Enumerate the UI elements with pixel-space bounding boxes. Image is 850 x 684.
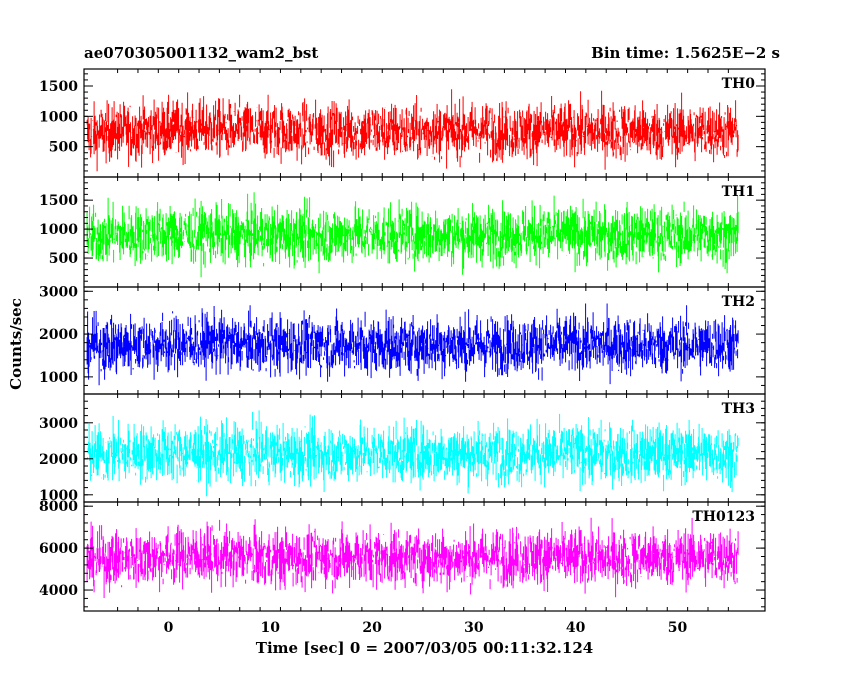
y-tick-label: 1500	[39, 193, 78, 209]
series-label-th1: TH1	[722, 184, 755, 200]
y-tick-label: 2000	[39, 452, 78, 468]
x-axis-label: Time [sec] 0 = 2007/03/05 00:11:32.124	[84, 639, 765, 657]
y-tick-label: 8000	[39, 499, 78, 515]
y-tick-label: 1000	[39, 222, 78, 238]
y-axis-label: Counts/sec	[7, 284, 25, 404]
x-tick-label: 50	[668, 620, 688, 636]
series-th0123-trace	[87, 518, 738, 598]
x-tick-label: 10	[261, 620, 281, 636]
y-tick-label: 500	[49, 140, 78, 156]
x-tick-label: 0	[164, 620, 174, 636]
series-th0-trace	[87, 89, 738, 171]
y-tick-label: 1000	[39, 109, 78, 125]
bin-time-label: Bin time: 1.5625E−2 s	[591, 44, 780, 62]
y-tick-label: 3000	[39, 284, 78, 300]
x-tick-label: 20	[362, 620, 382, 636]
series-label-th0: TH0	[722, 76, 756, 92]
y-tick-label: 1000	[39, 370, 78, 386]
x-tick-label: 40	[566, 620, 586, 636]
series-th1-trace	[87, 192, 738, 277]
series-label-th2: TH2	[722, 294, 755, 310]
y-tick-label: 3000	[39, 416, 78, 432]
chart-title: ae070305001132_wam2_bst	[84, 44, 318, 62]
series-label-th3: TH3	[722, 401, 755, 417]
y-tick-label: 4000	[39, 583, 78, 599]
y-tick-label: 6000	[39, 541, 78, 557]
y-tick-label: 500	[49, 251, 78, 267]
series-label-th0123: TH0123	[692, 509, 755, 525]
series-th3-trace	[87, 410, 738, 496]
x-tick-label: 30	[464, 620, 484, 636]
y-tick-label: 1500	[39, 79, 78, 95]
series-th2-trace	[87, 304, 738, 386]
y-tick-label: 2000	[39, 327, 78, 343]
